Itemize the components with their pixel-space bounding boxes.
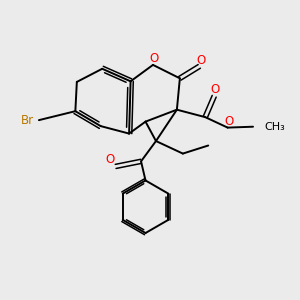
Text: CH₃: CH₃ <box>264 122 285 132</box>
Text: O: O <box>210 83 219 96</box>
Text: O: O <box>106 153 115 167</box>
Text: Br: Br <box>20 114 34 127</box>
Text: O: O <box>150 52 159 65</box>
Text: O: O <box>196 54 206 67</box>
Text: O: O <box>224 115 233 128</box>
